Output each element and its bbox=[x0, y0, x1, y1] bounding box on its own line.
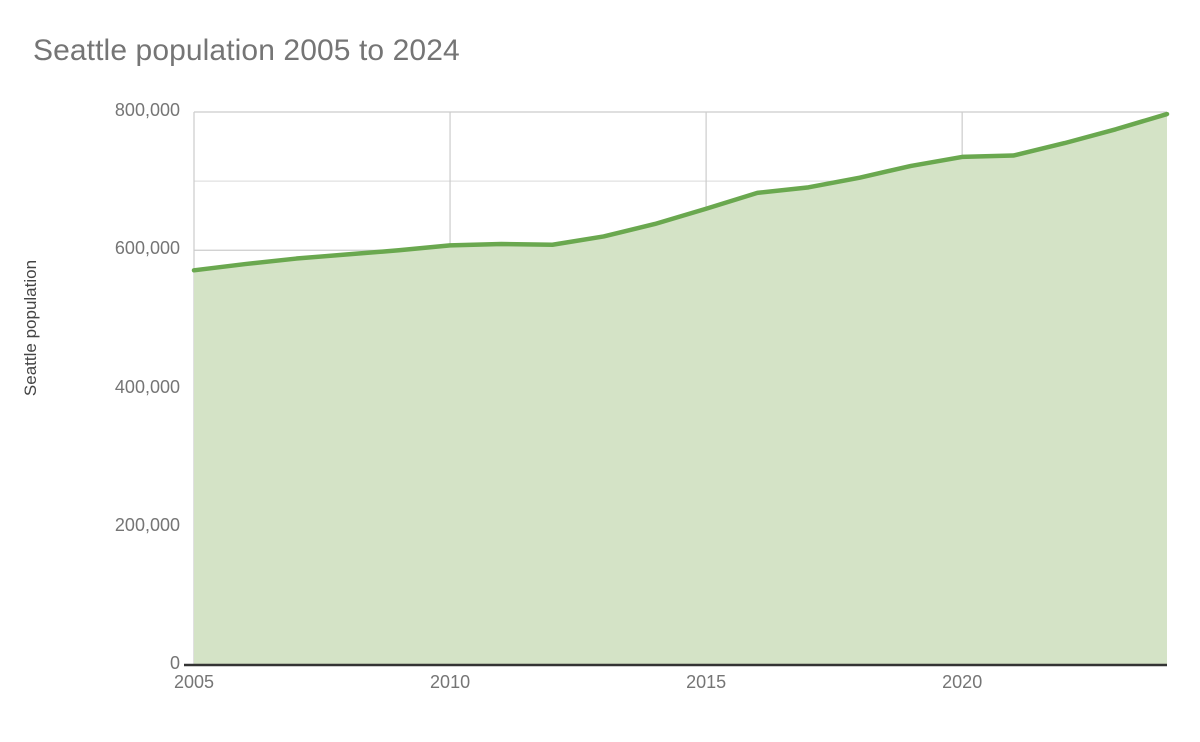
data-line bbox=[191, 111, 1170, 273]
x-axis-tick-label: 2015 bbox=[686, 672, 727, 692]
y-axis-tick-labels: 0 200,000 400,000 600,000 800,000 bbox=[68, 0, 180, 742]
area-fill bbox=[194, 114, 1167, 665]
chart-title: Seattle population 2005 to 2024 bbox=[33, 34, 460, 67]
y-axis-tick-label: 600,000 bbox=[114, 238, 180, 259]
x-axis-tick-label: 2005 bbox=[174, 672, 215, 692]
x-axis-tick-label: 2020 bbox=[942, 672, 983, 692]
y-axis-tick-label: 800,000 bbox=[114, 100, 180, 120]
y-axis-tick-label: 400,000 bbox=[114, 376, 180, 397]
y-axis-tick-label: 0 bbox=[169, 653, 180, 673]
x-axis-tick-label: 2010 bbox=[430, 672, 471, 692]
y-axis-tick-label: 200,000 bbox=[114, 514, 180, 535]
